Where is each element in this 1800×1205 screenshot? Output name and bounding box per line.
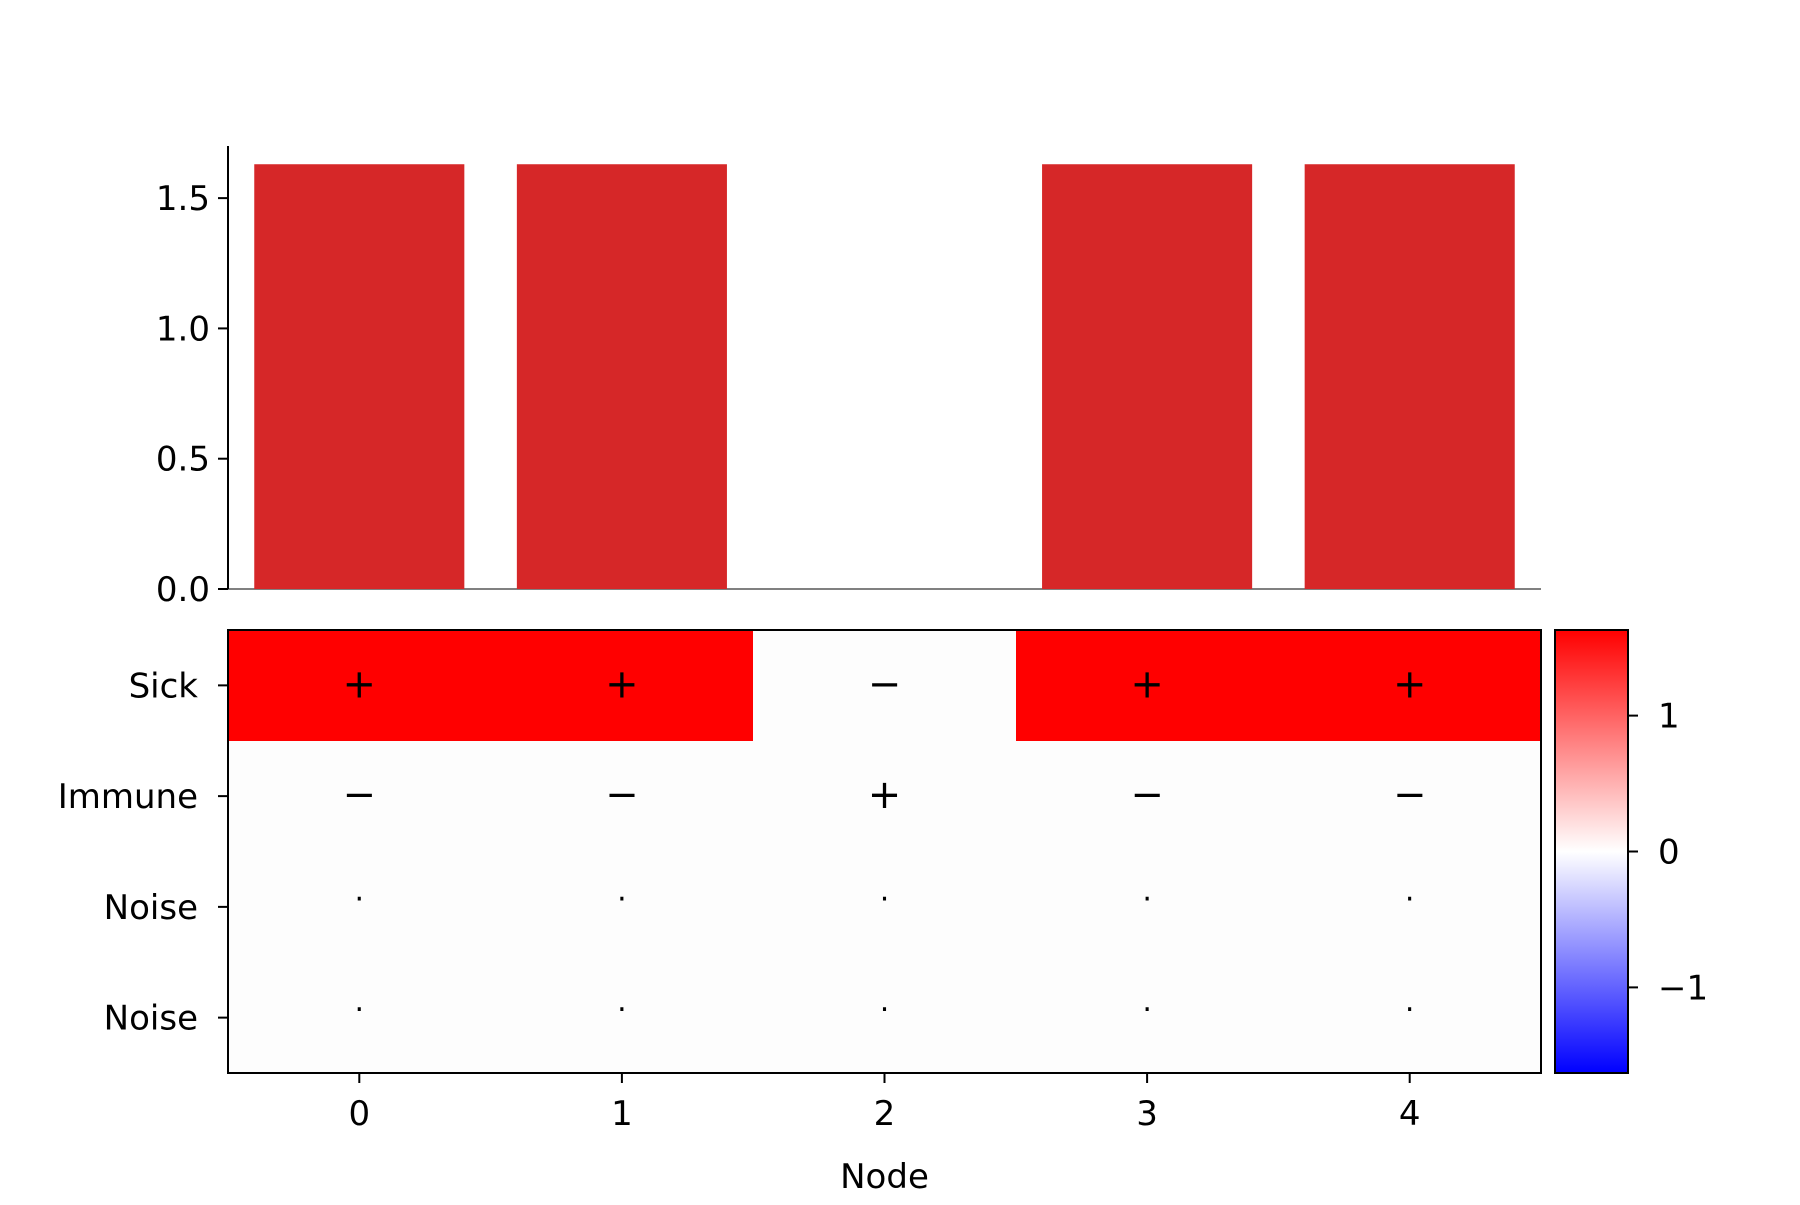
heatmap-annotation: + [605, 661, 639, 707]
bar-y-tick-label: 0.0 [156, 570, 210, 610]
heatmap-cell [1278, 962, 1542, 1074]
colorbar-panel: 1 0 −1 [1554, 629, 1708, 1074]
heatmap-annotation: · [1142, 882, 1152, 917]
heatmap-annotation: · [355, 882, 365, 917]
bar-3 [1042, 164, 1253, 589]
heatmap-row-label: Noise [104, 999, 198, 1039]
heatmap-col-label: 3 [1136, 1094, 1158, 1134]
heatmap-cell [753, 962, 1017, 1074]
heatmap-annotation: · [617, 882, 627, 917]
bar-1 [516, 164, 727, 589]
heatmap-annotation: + [1130, 661, 1164, 707]
heatmap-cell [1278, 740, 1542, 852]
heatmap-cell [1278, 851, 1542, 963]
heatmap-annotation: − [1393, 772, 1427, 818]
heatmap-col-label: 2 [874, 1094, 896, 1134]
x-axis-title: Node [840, 1157, 929, 1197]
heatmap-row-label: Noise [104, 888, 198, 928]
heatmap-col-label: 4 [1399, 1094, 1421, 1134]
heatmap-col-label: 1 [611, 1094, 633, 1134]
heatmap-annotation: − [868, 661, 902, 707]
colorbar-gradient [1555, 630, 1628, 1073]
bar-y-tick-label: 1.5 [156, 179, 210, 219]
heatmap-annotation: · [355, 993, 365, 1028]
heatmap-annotation: · [1405, 882, 1415, 917]
heatmap-annotation: · [617, 993, 627, 1028]
heatmap-cell [1015, 740, 1279, 852]
heatmap-cell [490, 962, 754, 1074]
heatmap-cell [228, 630, 492, 742]
heatmap-cell [228, 740, 492, 852]
heatmap-annotation: · [1405, 993, 1415, 1028]
heatmap-cell [1015, 851, 1279, 963]
colorbar-tick-label: 0 [1658, 833, 1680, 873]
heatmap-annotation: − [1130, 772, 1164, 818]
bar-4 [1304, 164, 1515, 589]
heatmap-cell [228, 851, 492, 963]
bar-0 [254, 164, 465, 589]
heatmap-annotation: · [880, 993, 890, 1028]
colorbar-tick-label: −1 [1658, 968, 1708, 1008]
heatmap-cell [753, 851, 1017, 963]
bar-panel: 0.0 0.5 1.0 1.5 [156, 146, 1541, 610]
heatmap-annotation: + [1393, 661, 1427, 707]
heatmap-annotation: · [880, 882, 890, 917]
heatmap-row-label: Immune [58, 777, 198, 817]
heatmap-cell [228, 962, 492, 1074]
heatmap-annotation: − [343, 772, 377, 818]
heatmap-annotation: − [605, 772, 639, 818]
bar-y-tick-label: 0.5 [156, 440, 210, 480]
heatmap-cell [753, 740, 1017, 852]
heatmap-cell [1015, 630, 1279, 742]
heatmap-annotation: · [1142, 993, 1152, 1028]
heatmap-panel: + + − + + − − + − − · · · · · · · · · · Sick Immune Noise Noise… [58, 629, 1542, 1197]
heatmap-cell [490, 851, 754, 963]
heatmap-cell [753, 630, 1017, 742]
heatmap-col-label: 0 [348, 1094, 370, 1134]
heatmap-annotation: + [868, 772, 902, 818]
heatmap-cell [490, 630, 754, 742]
heatmap-row-label: Sick [129, 666, 199, 706]
heatmap-annotation: + [343, 661, 377, 707]
colorbar-tick-label: 1 [1658, 697, 1680, 737]
heatmap-cell [1015, 962, 1279, 1074]
heatmap-cell [490, 740, 754, 852]
heatmap-cell [1278, 630, 1542, 742]
bar-y-tick-label: 1.0 [156, 309, 210, 349]
